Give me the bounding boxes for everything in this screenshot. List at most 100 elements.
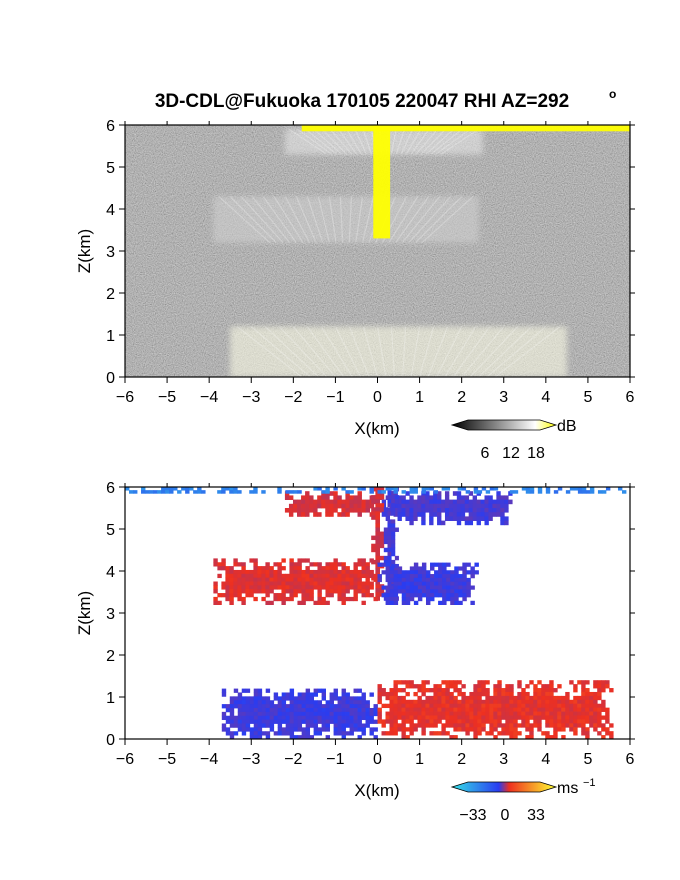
velocity-pixel	[345, 566, 350, 571]
reflectivity-colorbar-tick: 18	[527, 445, 545, 462]
velocity-pixel	[501, 699, 506, 705]
velocity-pixel	[401, 719, 406, 724]
velocity-pixel	[425, 596, 431, 602]
velocity-pixel	[313, 600, 318, 605]
velocity-pixel	[365, 581, 370, 586]
velocity-pixel	[525, 707, 530, 712]
velocity-pixel	[387, 519, 392, 524]
velocity-pixel	[309, 707, 315, 713]
velocity-pixel	[465, 715, 470, 720]
velocity-pixel	[593, 680, 598, 685]
velocity-pixel	[473, 719, 478, 724]
velocity-pixel	[371, 543, 376, 549]
velocity-pixel	[429, 503, 434, 509]
velocity-pixel	[421, 723, 426, 728]
velocity-pixel	[273, 715, 279, 721]
velocity-pixel	[480, 516, 485, 521]
velocity-pixel	[476, 512, 481, 517]
velocity-pixel	[325, 569, 330, 575]
velocity-pixel	[401, 695, 406, 701]
velocity-pixel	[397, 566, 403, 571]
velocity-pixel	[129, 490, 134, 494]
velocity-pixel	[377, 691, 382, 697]
velocity-pixel	[450, 581, 455, 586]
velocity-pixel	[461, 487, 467, 491]
velocity-pixel	[305, 593, 310, 598]
velocity-pixel	[481, 727, 486, 732]
velocity-pixel	[529, 680, 534, 685]
velocity-pixel	[597, 680, 602, 685]
velocity-pixel	[413, 503, 418, 509]
velocity-pixel	[257, 696, 263, 701]
velocity-pixel	[484, 495, 489, 500]
velocity-pixel	[457, 727, 462, 732]
velocity-pixel	[417, 684, 422, 689]
velocity-pixel	[409, 585, 415, 590]
velocity-pixel	[365, 499, 371, 505]
velocity-pixel	[345, 569, 350, 575]
velocity-pixel	[469, 723, 474, 728]
velocity-pixel	[169, 487, 174, 491]
reflectivity-streak	[427, 326, 449, 377]
velocity-pixel	[301, 589, 306, 594]
velocity-pixel	[549, 688, 554, 693]
velocity-pixel	[341, 600, 346, 605]
velocity-pixel	[557, 695, 562, 701]
velocity-pixel	[469, 711, 474, 716]
velocity-pixel	[437, 491, 442, 496]
velocity-pixel	[383, 527, 388, 532]
velocity-pixel	[313, 512, 318, 517]
velocity-pixel	[425, 589, 431, 594]
velocity-pixel	[345, 499, 350, 505]
velocity-pixel	[501, 727, 506, 732]
velocity-pixel	[245, 573, 250, 579]
velocity-pixel	[337, 589, 342, 594]
velocity-pixel	[452, 516, 458, 521]
velocity-pixel	[480, 503, 485, 509]
velocity-pixel	[369, 490, 374, 494]
velocity-pixel	[573, 684, 578, 689]
velocity-pixel	[245, 715, 251, 721]
velocity-pixel	[597, 707, 602, 712]
velocity-pixel	[417, 711, 422, 716]
velocity-pixel	[457, 691, 462, 697]
velocity-pixel	[601, 703, 606, 709]
velocity-pixel	[461, 711, 466, 716]
velocity-pixel	[449, 680, 454, 685]
velocity-pixel	[353, 727, 358, 732]
velocity-pixel	[293, 569, 298, 575]
velocity-pixel	[477, 684, 482, 689]
velocity-pixel	[433, 688, 438, 693]
velocity-pixel	[297, 490, 302, 494]
velocity-pixel	[553, 719, 558, 724]
velocity-pixel	[273, 577, 278, 582]
velocity-pixel	[493, 699, 498, 705]
velocity-pixel	[297, 577, 302, 582]
velocity-pixel	[245, 569, 250, 575]
velocity-pixel	[385, 691, 390, 697]
velocity-pixel	[405, 735, 410, 739]
velocity-pixel	[393, 596, 399, 602]
velocity-pixel	[597, 688, 602, 693]
velocity-pixel	[349, 723, 354, 728]
velocity-pixel	[245, 707, 251, 713]
velocity-pixel	[225, 577, 230, 582]
velocity-pixel	[365, 723, 370, 728]
reflectivity-streak	[306, 326, 345, 377]
velocity-pixel	[369, 715, 374, 721]
velocity-pixel	[581, 707, 586, 712]
reflectivity-streak	[313, 128, 343, 155]
velocity-pixel	[405, 707, 410, 712]
velocity-pixel	[391, 543, 396, 549]
velocity-pixel	[397, 711, 402, 716]
velocity-pixel	[429, 487, 435, 491]
velocity-pixel	[173, 487, 178, 491]
velocity-pixel	[421, 707, 426, 712]
velocity-pixel	[425, 577, 431, 583]
velocity-pixel	[325, 562, 330, 567]
velocity-pixel	[253, 700, 259, 705]
velocity-pixel	[529, 723, 534, 728]
velocity-pixel	[257, 700, 263, 705]
velocity-pixel	[349, 704, 354, 709]
velocity-pixel	[462, 593, 467, 598]
